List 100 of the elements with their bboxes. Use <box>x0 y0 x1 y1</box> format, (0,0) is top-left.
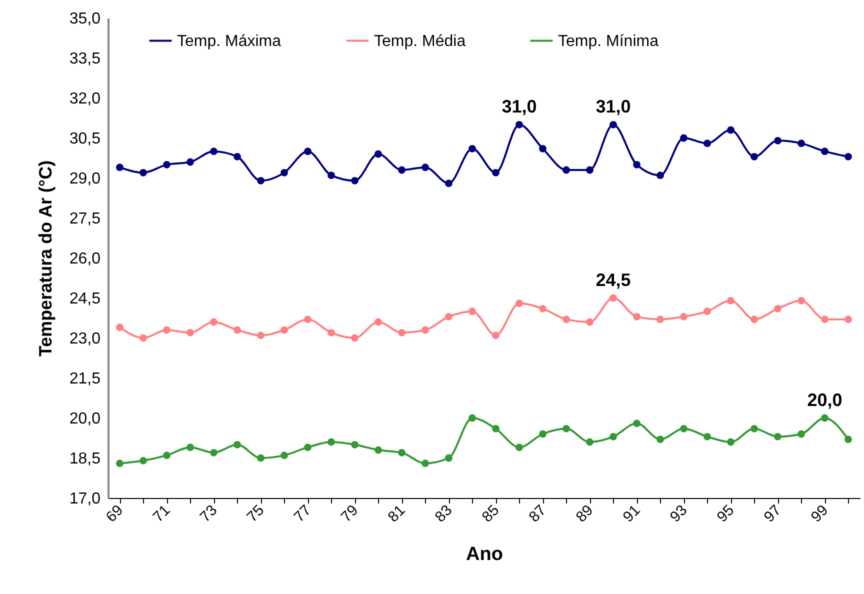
data-label: 31,0 <box>596 96 631 117</box>
point <box>610 294 617 302</box>
point <box>821 316 828 324</box>
point <box>351 176 358 184</box>
point <box>727 438 734 446</box>
point <box>140 334 147 342</box>
point <box>704 432 711 440</box>
point <box>445 454 452 462</box>
point <box>586 438 594 446</box>
point <box>492 332 500 340</box>
point <box>586 166 594 174</box>
x-tick-label: 71 <box>150 502 174 526</box>
point <box>328 438 335 446</box>
point <box>774 432 782 440</box>
point <box>116 164 124 172</box>
point <box>750 316 758 324</box>
x-tick-label: 81 <box>384 502 409 526</box>
point <box>492 168 500 176</box>
point <box>680 134 688 142</box>
point <box>586 318 594 326</box>
y-tick-label: 18,5 <box>69 450 101 468</box>
point <box>750 424 758 432</box>
point <box>727 126 734 134</box>
x-axis-title: Ano <box>466 544 503 565</box>
point <box>539 304 546 312</box>
data-label: 20,0 <box>807 390 842 410</box>
point <box>210 448 218 456</box>
point <box>304 148 312 156</box>
y-tick-label: 29,0 <box>69 170 101 188</box>
point <box>234 440 241 448</box>
x-tick-label: 83 <box>432 502 456 526</box>
point <box>374 446 382 454</box>
point <box>821 414 828 422</box>
point <box>750 152 758 160</box>
x-tick-label: 77 <box>290 502 315 526</box>
point <box>140 456 147 464</box>
y-tick-label: 24,5 <box>69 290 101 308</box>
x-tick-label: 79 <box>338 502 362 526</box>
point <box>234 152 241 160</box>
point <box>422 164 429 172</box>
point <box>798 140 805 148</box>
point <box>140 168 147 176</box>
x-tick-label: 87 <box>526 502 550 526</box>
point <box>445 312 452 320</box>
point <box>516 444 523 452</box>
point <box>610 120 617 128</box>
point <box>445 180 452 188</box>
point <box>257 176 264 184</box>
point <box>234 326 241 334</box>
y-tick-label: 26,0 <box>69 250 101 268</box>
point <box>798 296 805 304</box>
point <box>398 448 406 456</box>
y-tick-label: 17,0 <box>69 490 101 508</box>
y-axis-title: Temperatura do Ar (°C) <box>35 160 56 357</box>
point <box>280 326 288 334</box>
y-tick-label: 23,0 <box>69 330 101 348</box>
point <box>562 166 570 174</box>
point <box>116 460 124 468</box>
point <box>656 436 664 444</box>
x-tick-label: 89 <box>572 502 597 526</box>
point <box>304 316 312 324</box>
legend-label: Temp. Média <box>374 32 466 50</box>
data-label: 31,0 <box>502 96 537 117</box>
point <box>328 328 335 336</box>
point <box>798 430 805 438</box>
x-tick-label: 91 <box>620 502 644 526</box>
point <box>562 424 570 432</box>
point <box>398 328 406 336</box>
point <box>186 444 194 452</box>
point <box>680 312 688 320</box>
point <box>422 460 429 468</box>
y-tick-label: 30,5 <box>69 130 101 148</box>
point <box>774 304 782 312</box>
point <box>328 172 335 180</box>
data-label: 24,5 <box>596 270 631 290</box>
point <box>516 120 523 128</box>
point <box>163 160 170 168</box>
point <box>633 312 640 320</box>
point <box>680 424 688 432</box>
point <box>539 144 546 152</box>
point <box>727 296 734 304</box>
point <box>774 136 782 144</box>
point <box>351 334 358 342</box>
x-tick-label: 73 <box>196 502 221 526</box>
point <box>374 150 382 158</box>
point <box>186 328 194 336</box>
point <box>633 160 640 168</box>
point <box>656 316 664 324</box>
point <box>539 430 546 438</box>
x-tick-label: 97 <box>760 502 785 526</box>
point <box>116 324 124 332</box>
point <box>422 326 429 334</box>
y-tick-label: 20,0 <box>69 410 101 428</box>
legend-label: Temp. Mínima <box>558 32 659 50</box>
point <box>468 414 476 422</box>
point <box>656 172 664 180</box>
point <box>163 326 170 334</box>
point <box>210 148 218 156</box>
point <box>468 144 476 152</box>
point <box>186 158 194 166</box>
